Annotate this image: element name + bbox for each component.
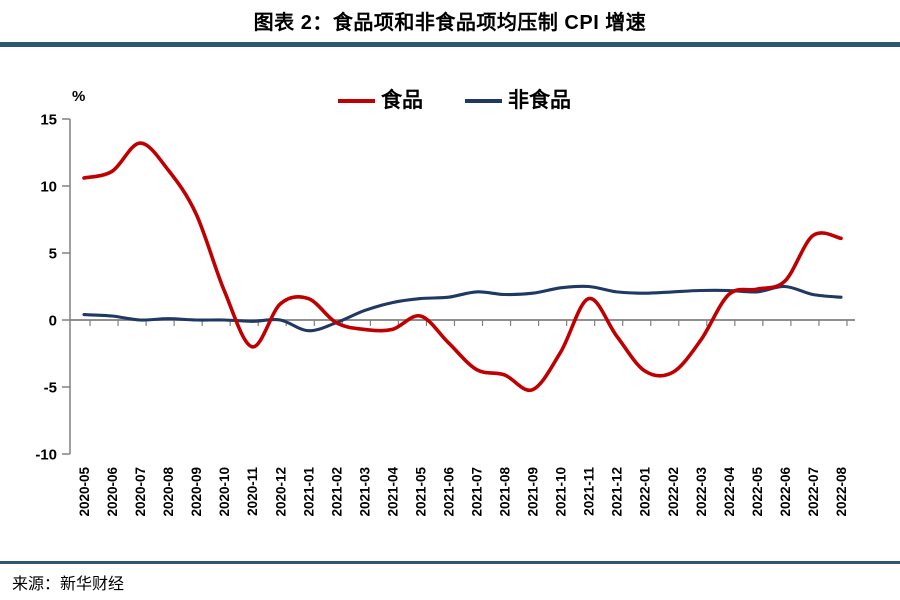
x-axis-label: 2021-11 xyxy=(582,467,597,516)
title-divider-bar xyxy=(0,42,900,47)
source-note: 来源：新华财经 xyxy=(12,576,125,593)
x-axis-label: 2021-07 xyxy=(470,467,485,517)
y-axis-unit-label: % xyxy=(72,88,86,105)
x-axis-label: 2020-06 xyxy=(105,467,120,517)
y-axis-tick-label: 10 xyxy=(40,179,57,196)
food-series-line xyxy=(82,141,843,393)
x-axis-label: 2022-01 xyxy=(638,467,653,517)
x-axis-label: 2020-09 xyxy=(189,467,204,517)
food-line-swatch xyxy=(338,98,375,103)
legend-label-nonfood: 非食品 xyxy=(508,89,571,112)
x-axis-label: 2022-03 xyxy=(694,467,709,517)
x-axis-label: 2022-06 xyxy=(778,467,793,517)
legend-item-food: 食品 xyxy=(338,90,423,111)
y-axis-tick-label: -5 xyxy=(44,380,57,397)
x-axis-label: 2020-07 xyxy=(133,467,148,517)
x-axis-label: 2021-05 xyxy=(413,467,428,517)
x-axis-label: 2021-09 xyxy=(526,467,541,517)
legend-item-nonfood: 非食品 xyxy=(465,90,571,111)
y-axis-tick-label: 5 xyxy=(49,246,57,263)
y-axis-tick-label: -10 xyxy=(35,447,57,464)
x-axis-label: 2021-02 xyxy=(329,467,344,517)
x-axis-label: 2020-10 xyxy=(217,467,232,517)
nonfood-line-swatch xyxy=(465,98,502,103)
x-axis-label: 2021-04 xyxy=(385,467,400,517)
y-axis-tick-label: 15 xyxy=(40,112,57,129)
x-axis-label: 2020-12 xyxy=(273,467,288,517)
x-axis-label: 2020-08 xyxy=(161,467,176,517)
x-axis-label: 2021-12 xyxy=(610,467,625,517)
line-chart-canvas: 15 10 5 0 -5 -10 2020-05 2020-06 2020-07 2020-08 2… xyxy=(35,112,855,517)
nonfood-series-line xyxy=(82,284,843,333)
chart-title: 图表 2：食品项和非食品项均压制 CPI 增速 xyxy=(253,12,647,34)
x-axis-label: 2021-06 xyxy=(441,467,456,517)
y-axis-tick-label: 0 xyxy=(49,313,57,330)
legend-label-food: 食品 xyxy=(381,89,423,112)
x-axis-label: 2021-10 xyxy=(554,467,569,517)
x-axis-label: 2022-08 xyxy=(834,467,849,517)
x-axis-label: 2021-08 xyxy=(498,467,513,517)
x-axis-label: 2020-11 xyxy=(245,467,260,516)
x-axis-label: 2022-04 xyxy=(722,467,737,517)
x-axis-label: 2022-07 xyxy=(806,467,821,517)
x-axis-label: 2020-05 xyxy=(77,467,92,517)
x-axis-label: 2021-01 xyxy=(301,467,316,517)
x-axis-label: 2022-02 xyxy=(666,467,681,517)
footer-divider-bar xyxy=(0,561,900,564)
x-axis-label: 2022-05 xyxy=(750,467,765,517)
chart-legend: 食品 非食品 xyxy=(338,90,571,111)
x-axis-label: 2021-03 xyxy=(357,467,372,517)
